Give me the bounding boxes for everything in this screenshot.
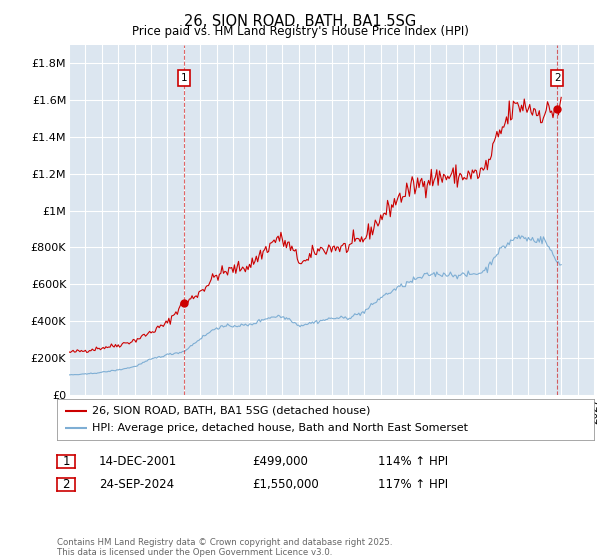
Text: £499,000: £499,000 xyxy=(252,455,308,468)
Text: Price paid vs. HM Land Registry's House Price Index (HPI): Price paid vs. HM Land Registry's House … xyxy=(131,25,469,38)
Text: 117% ↑ HPI: 117% ↑ HPI xyxy=(378,478,448,491)
Text: 1: 1 xyxy=(181,73,187,83)
Text: 1: 1 xyxy=(62,455,70,468)
Text: 24-SEP-2024: 24-SEP-2024 xyxy=(99,478,174,491)
Text: 2: 2 xyxy=(554,73,560,83)
Text: 14-DEC-2001: 14-DEC-2001 xyxy=(99,455,177,468)
Text: 2: 2 xyxy=(62,478,70,491)
Text: 26, SION ROAD, BATH, BA1 5SG (detached house): 26, SION ROAD, BATH, BA1 5SG (detached h… xyxy=(92,405,370,416)
Text: 26, SION ROAD, BATH, BA1 5SG: 26, SION ROAD, BATH, BA1 5SG xyxy=(184,14,416,29)
Text: HPI: Average price, detached house, Bath and North East Somerset: HPI: Average price, detached house, Bath… xyxy=(92,423,468,433)
Text: £1,550,000: £1,550,000 xyxy=(252,478,319,491)
Text: 114% ↑ HPI: 114% ↑ HPI xyxy=(378,455,448,468)
Text: Contains HM Land Registry data © Crown copyright and database right 2025.
This d: Contains HM Land Registry data © Crown c… xyxy=(57,538,392,557)
